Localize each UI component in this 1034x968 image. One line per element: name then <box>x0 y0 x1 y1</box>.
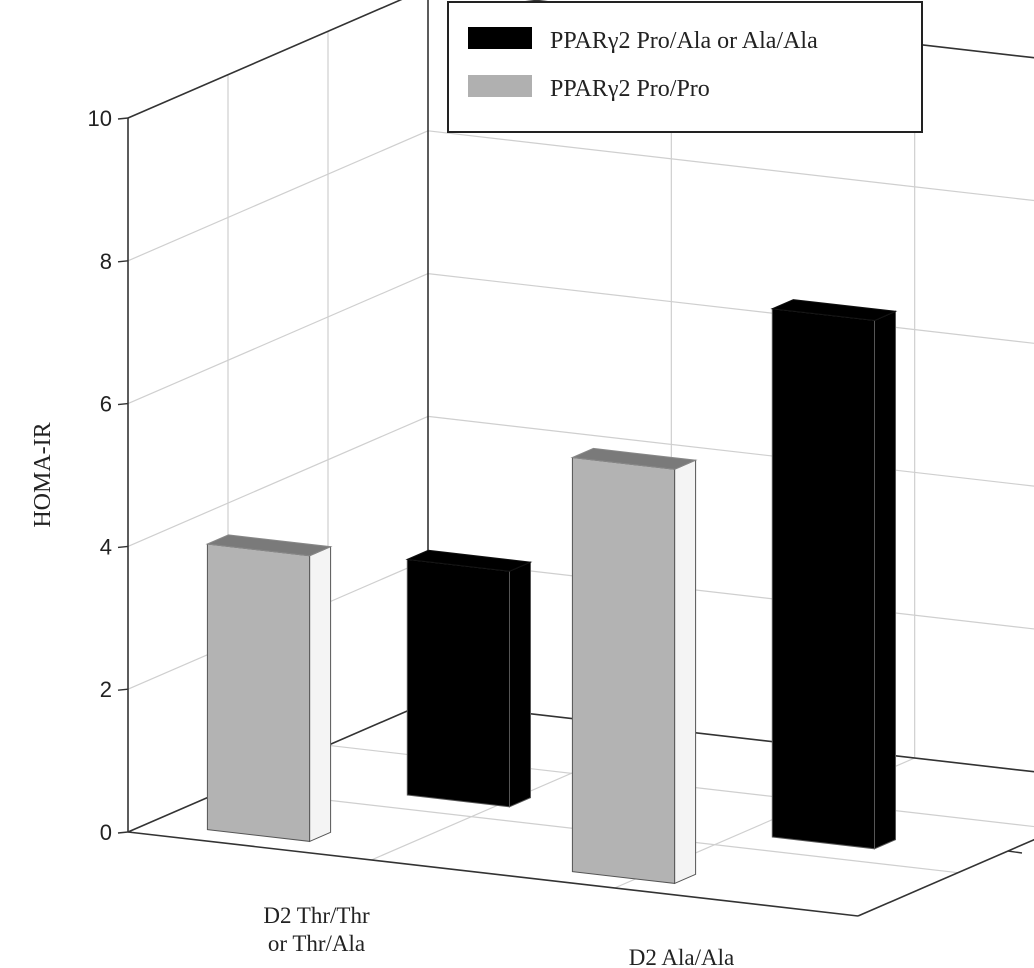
y-tick-mark <box>117 688 129 691</box>
y-tick-label: 10 <box>88 106 112 131</box>
back-wall-gridline <box>427 130 1034 202</box>
bar-pro-ala-or-ala-ala-0 <box>405 549 533 808</box>
legend-box <box>447 1 923 133</box>
bar-pro-pro-1 <box>570 447 698 885</box>
x-category-label-line: D2 Thr/Thr <box>263 903 370 928</box>
y-tick-label: 2 <box>100 677 112 702</box>
left-wall-gridline <box>127 273 429 405</box>
y-tick-label: 0 <box>100 820 112 845</box>
left-wall-gridline <box>127 0 402 119</box>
x-category-label-line: or Thr/Ala <box>268 931 365 956</box>
x-category-label: D2 Ala/Ala <box>629 945 734 968</box>
axis-line <box>127 0 403 119</box>
bar-side-face <box>874 310 896 850</box>
y-tick-label: 6 <box>100 392 112 417</box>
y-axis-label: HOMA-IR <box>30 422 56 527</box>
y-tick-label: 8 <box>100 249 112 274</box>
bar-pro-pro-0 <box>205 534 333 843</box>
axis-line <box>127 831 859 917</box>
x-category-label-line: D2 Ala/Ala <box>629 945 734 968</box>
bar-front-face <box>206 543 311 842</box>
chart-labels: HOMA-IR 0 2 4 6 8 10 D2 Thr/Thr or Thr/Ala D2 Al… <box>30 106 734 968</box>
left-wall-gridline <box>127 130 429 262</box>
bar-side-face <box>309 545 332 843</box>
y-tick-mark <box>117 260 129 263</box>
bar-front-face <box>771 308 875 850</box>
bar-pro-ala-or-ala-ala-1 <box>770 299 898 850</box>
y-tick-mark <box>117 545 129 549</box>
legend-label: PPARγ2 Pro/Pro <box>550 76 710 102</box>
bar-front-face <box>406 558 510 808</box>
chart-bars <box>205 299 898 885</box>
bar-top-face <box>770 299 898 321</box>
y-tick-mark <box>117 117 129 120</box>
bar-side-face <box>509 561 531 808</box>
y-tick-mark <box>117 402 129 406</box>
back-wall-gridline <box>427 415 1034 487</box>
bar-side-face <box>674 459 697 885</box>
legend-swatch <box>468 75 532 97</box>
bar-top-face <box>405 549 533 572</box>
legend-label: PPARγ2 Pro/Ala or Ala/Ala <box>550 28 818 54</box>
x-category-label: D2 Thr/Thr or Thr/Ala <box>263 903 370 956</box>
bar-front-face <box>571 456 676 884</box>
y-tick-label: 4 <box>100 534 112 559</box>
bar-top-face <box>570 447 698 470</box>
back-wall-gridline <box>427 273 1034 344</box>
y-tick-mark <box>117 831 129 834</box>
bar-top-face <box>205 534 333 557</box>
depth-tick-mark <box>1007 850 1023 854</box>
left-wall-gridline <box>127 415 429 547</box>
legend: PPARγ2 Pro/Ala or Ala/Ala PPARγ2 Pro/Pro <box>447 1 923 133</box>
legend-swatch <box>468 27 532 49</box>
